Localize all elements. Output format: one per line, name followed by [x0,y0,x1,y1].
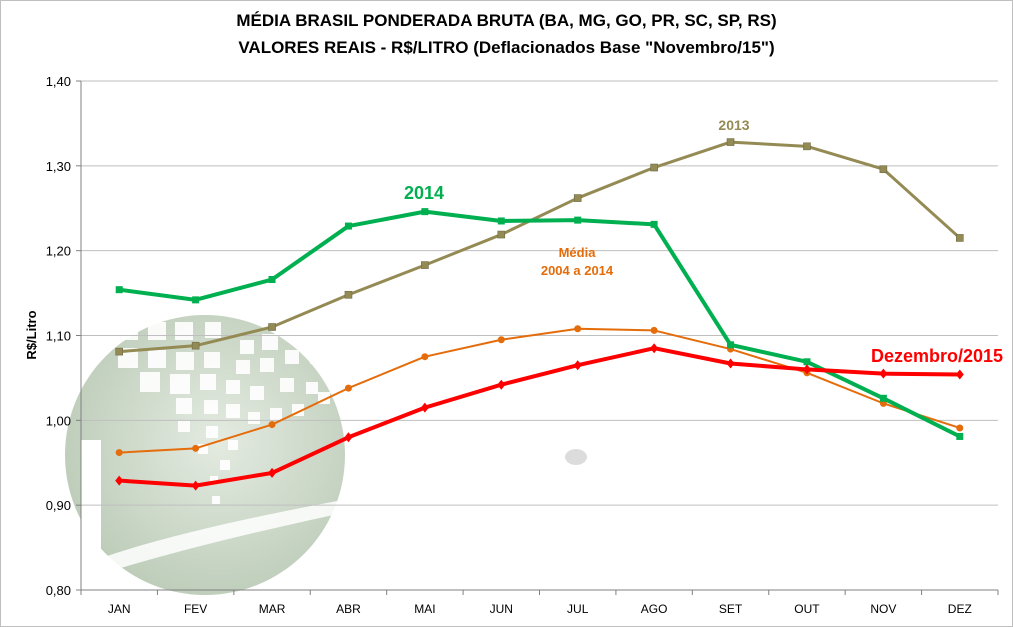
data-point [726,358,735,369]
watermark-swoosh [82,462,562,580]
data-point [573,360,582,371]
data-point [497,379,506,390]
data-point [192,444,200,452]
data-point [879,165,888,174]
y-tick-label: 1,00 [46,413,71,428]
y-tick-label: 1,30 [46,159,71,174]
series-2014 [115,208,964,440]
x-tick-label: MAI [414,602,435,616]
series-label: Média [559,245,597,260]
data-point [115,475,124,486]
x-tick-label: DEZ [948,602,972,616]
data-point [497,336,505,344]
data-point [191,341,200,350]
data-point [803,358,811,366]
x-tick-label: JUL [567,602,589,616]
series-line [118,209,961,439]
x-tick-label: NOV [870,602,896,616]
x-tick-label: MAR [259,602,286,616]
chart-title-line-1: MÉDIA BRASIL PONDERADA BRUTA (BA, MG, GO… [236,11,777,30]
series-line [119,327,961,454]
background-watermark [65,284,587,595]
x-tick-label: FEV [184,602,207,616]
data-point [115,347,124,356]
data-point [879,394,887,402]
y-tick-label: 0,90 [46,498,71,513]
series-label: 2013 [718,117,749,133]
data-point [268,467,277,478]
series-label: Dezembro/2015 [871,346,1003,366]
data-point [650,163,658,172]
data-point [727,341,735,349]
watermark-dot [565,449,587,465]
series-line [119,346,960,488]
data-point [650,220,658,228]
data-point [420,402,429,413]
data-point [421,261,429,269]
series-label: 2004 a 2014 [541,263,614,278]
y-tick-label: 1,40 [46,74,71,89]
series-label: 2014 [404,183,444,203]
series-line [119,140,961,354]
data-point [955,234,964,242]
y-tick-label: 1,20 [46,244,71,259]
data-point [726,138,735,146]
data-point [573,194,582,202]
x-tick-label: JUN [490,602,513,616]
data-point [802,364,811,375]
data-point [115,449,123,457]
data-point [115,286,123,294]
data-point [344,222,352,230]
data-point [879,368,888,379]
x-tick-label: JAN [108,602,131,616]
data-point [421,353,429,361]
data-point [574,325,582,333]
x-tick-label: ABR [336,602,361,616]
y-axis-label: R$/Litro [24,310,39,359]
data-point [803,142,811,151]
data-point [344,290,353,299]
data-point [650,326,658,334]
series-dezembro-2015 [115,343,964,491]
data-point [344,384,352,392]
data-point [268,276,276,284]
data-point [650,343,659,354]
series-2013 [115,138,964,356]
y-tick-label: 1,10 [46,329,71,344]
x-tick-label: AGO [641,602,668,616]
data-point [268,421,276,429]
data-point [574,216,582,224]
data-point [497,230,506,239]
data-point [956,424,964,432]
data-point [344,432,353,443]
chart-title-line-2: VALORES REAIS - R$/LITRO (Deflacionados … [238,38,775,57]
data-point [955,369,964,380]
data-point [956,432,964,440]
data-point [191,480,200,491]
y-tick-label: 0,80 [46,583,71,598]
data-point [497,217,505,225]
data-point [192,296,200,304]
data-point [268,323,276,331]
x-tick-label: OUT [794,602,820,616]
x-tick-label: SET [719,602,743,616]
data-point [421,208,429,216]
